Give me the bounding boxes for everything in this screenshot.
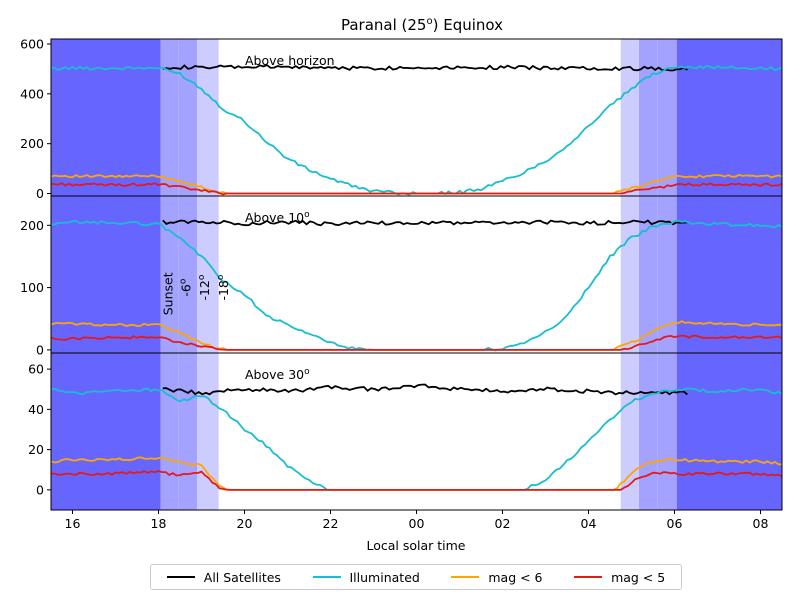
y-tick-label: 0: [36, 342, 44, 357]
y-tick-label: 40: [28, 402, 44, 417]
twilight-band-astronomical: [160, 39, 179, 196]
panel-label: Above horizon: [245, 53, 335, 68]
y-tick-label: 400: [20, 86, 44, 101]
legend-item: mag < 6: [451, 569, 543, 585]
twilight-band-nautical: [638, 39, 658, 196]
x-tick-label: 06: [667, 516, 683, 531]
x-tick-label: 00: [409, 516, 425, 531]
x-tick-label: 22: [323, 516, 339, 531]
twilight-band-night: [51, 353, 161, 510]
twilight-band-civil: [197, 353, 219, 510]
twilight-band-nautical: [638, 353, 658, 510]
x-tick-label: 02: [495, 516, 511, 531]
twilight-band-night: [51, 39, 161, 196]
series-line-mag-5: [51, 470, 782, 491]
twilight-band-nautical: [178, 353, 198, 510]
legend-label: All Satellites: [203, 569, 281, 585]
series-line-all-satellites: [162, 383, 688, 396]
x-tick-label: 04: [581, 516, 597, 531]
x-tick-label: 18: [151, 516, 167, 531]
y-tick-label: 100: [20, 280, 44, 295]
panel-label: Above 10o: [245, 210, 310, 225]
y-tick-label: 200: [20, 136, 44, 151]
twilight-band-night: [51, 196, 161, 353]
series-line-all-satellites: [162, 219, 688, 227]
series-line-all-satellites: [162, 64, 688, 72]
legend-item: mag < 5: [574, 570, 665, 585]
twilight-label: Sunset: [160, 272, 175, 315]
series-line-mag-5: [51, 182, 782, 196]
twilight-band-astronomical: [657, 353, 677, 510]
x-tick-label: 16: [65, 516, 81, 531]
twilight-band-nautical: [178, 196, 198, 353]
twilight-band-astronomical: [657, 196, 677, 353]
legend-item: All Satellites: [166, 569, 281, 585]
legend-swatch: [451, 576, 480, 578]
legend-label: mag < 6: [488, 569, 543, 585]
chart-title: Paranal (25o) Equinox: [341, 16, 503, 34]
panel-3: 0 20 40 60 Above 30o: [28, 352, 783, 511]
series-line-mag-5: [51, 334, 782, 351]
legend-swatch: [166, 576, 195, 578]
twilight-label: -6o: [179, 278, 194, 296]
twilight-band-astronomical: [160, 353, 179, 510]
x-tick-label: 20: [237, 516, 253, 531]
panel-2: 0 100 200 Above 10o Sunset -6o -12o -18o: [20, 195, 783, 357]
legend-swatch: [312, 576, 341, 578]
y-tick-label: 200: [20, 218, 44, 233]
y-tick-label: 20: [28, 442, 44, 457]
x-axis-title: Local solar time: [366, 538, 465, 553]
y-tick-label: 600: [20, 36, 44, 51]
panel-label: Above 30o: [245, 367, 310, 382]
y-tick-label: 60: [28, 362, 44, 377]
twilight-band-night: [676, 39, 782, 196]
twilight-band-civil: [620, 39, 639, 196]
twilight-band-civil: [197, 196, 219, 353]
legend-swatch: [574, 576, 603, 578]
twilight-band-nautical: [178, 39, 198, 196]
twilight-band-night: [676, 196, 782, 353]
twilight-band-civil: [620, 196, 639, 353]
y-tick-label: 0: [36, 482, 44, 497]
twilight-label: -18o: [216, 274, 231, 300]
twilight-band-nautical: [638, 196, 658, 353]
y-tick-label: 0: [36, 186, 44, 201]
legend-item: Illuminated: [312, 569, 420, 585]
x-axis: 16 18 20 22 00 02 04 06 08: [65, 510, 769, 531]
legend-label: Illuminated: [349, 569, 420, 585]
legend-label: mag < 5: [611, 569, 666, 585]
chart-legend: All Satellites Illuminated mag < 6 mag < 5: [150, 564, 682, 590]
twilight-band-civil: [620, 353, 639, 510]
twilight-band-astronomical: [657, 39, 677, 196]
twilight-band-night: [676, 353, 782, 510]
twilight-band-civil: [197, 39, 219, 196]
twilight-label: -12o: [197, 274, 212, 300]
panel-1: 0 200 400 600 Above horizon: [20, 36, 783, 201]
x-tick-label: 08: [753, 516, 769, 531]
